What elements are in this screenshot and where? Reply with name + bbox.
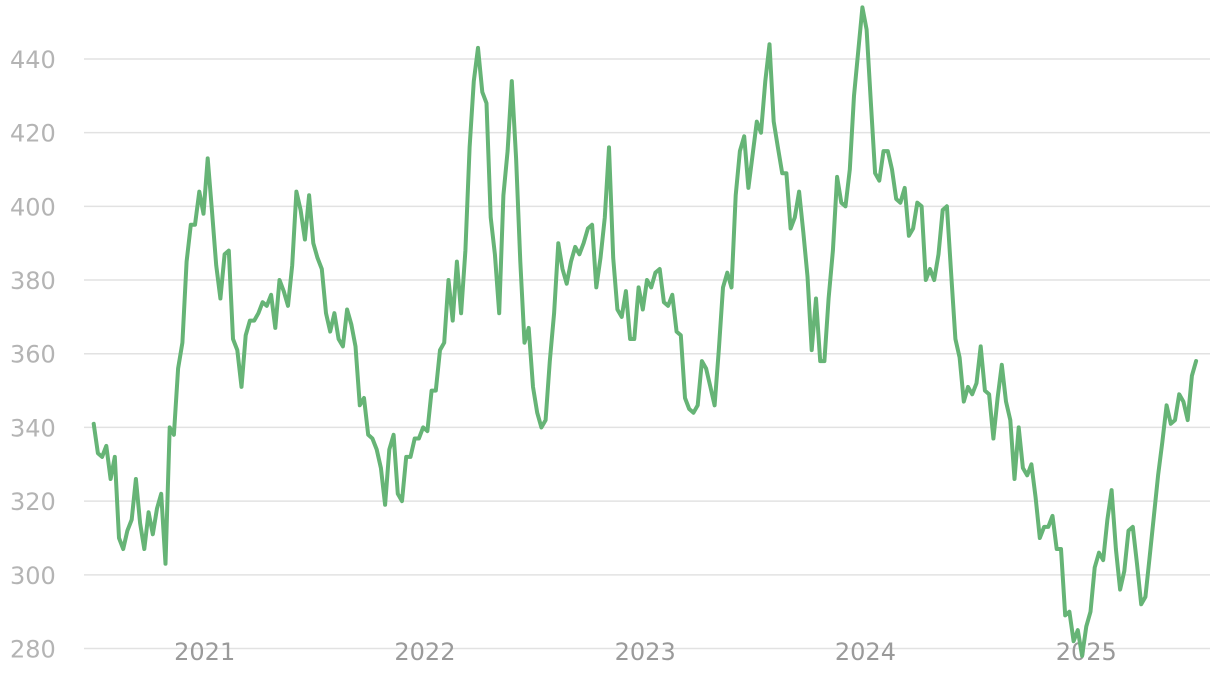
y-tick-label: 360	[10, 341, 56, 369]
x-axis-tick-labels: 2021 2022 2023 2024 2025	[174, 638, 1117, 666]
y-tick-label: 340	[10, 414, 56, 442]
x-tick-label: 2021	[174, 638, 235, 666]
y-axis-tick-labels: 280 300 320 340 360 380 400 420 440	[10, 46, 56, 664]
series-layer	[91, 5, 1199, 658]
x-tick-label: 2024	[835, 638, 896, 666]
y-tick-label: 380	[10, 267, 56, 295]
y-tick-label: 320	[10, 488, 56, 516]
x-tick-label: 2022	[394, 638, 455, 666]
y-tick-label: 400	[10, 193, 56, 221]
y-tick-label: 420	[10, 120, 56, 148]
y-tick-label: 440	[10, 46, 56, 74]
y-tick-label: 280	[10, 636, 56, 664]
x-tick-label: 2025	[1056, 638, 1117, 666]
x-tick-label: 2023	[615, 638, 676, 666]
gridlines	[84, 58, 1210, 650]
series-line	[91, 5, 1199, 658]
y-tick-label: 300	[10, 562, 56, 590]
